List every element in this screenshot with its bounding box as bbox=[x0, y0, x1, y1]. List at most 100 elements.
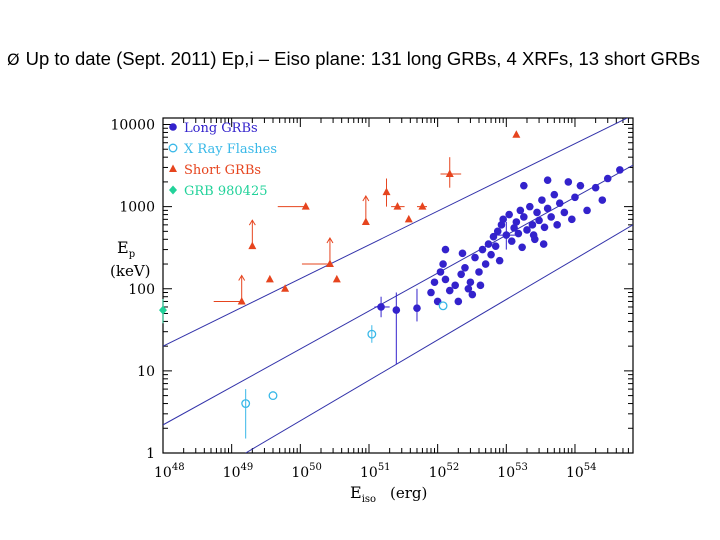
y-tick-label: 10000 bbox=[110, 118, 155, 134]
long-point bbox=[502, 231, 511, 239]
xrf-point bbox=[268, 391, 278, 401]
long-point bbox=[481, 260, 490, 268]
long-point bbox=[475, 268, 483, 276]
long-point bbox=[576, 181, 585, 190]
long-point bbox=[458, 249, 467, 258]
y-axis-unit: (keV) bbox=[110, 262, 151, 280]
x-tick-label: 1051 bbox=[360, 462, 391, 481]
xrf-point bbox=[367, 329, 377, 339]
legend-label-xrf: X Ray Flashes bbox=[184, 142, 277, 157]
x-tick-label: 1048 bbox=[154, 462, 185, 481]
short-point bbox=[445, 169, 454, 177]
short-point bbox=[248, 241, 257, 250]
long-point bbox=[553, 221, 561, 229]
long-point bbox=[523, 226, 531, 234]
long-point bbox=[476, 281, 485, 290]
long-point bbox=[487, 250, 495, 259]
axis-labels: 1048 1049 1050 1051 1052 1053 1054 1 10 100 1000 10… bbox=[110, 118, 597, 505]
long-point bbox=[499, 215, 507, 224]
x-tick-label: 1050 bbox=[291, 462, 322, 481]
long-point bbox=[454, 297, 463, 306]
long-point bbox=[564, 178, 573, 186]
long-point bbox=[512, 218, 521, 226]
short-point bbox=[237, 296, 246, 305]
long-point bbox=[377, 303, 385, 311]
x-tick-label: 1049 bbox=[223, 462, 254, 481]
short-point bbox=[325, 259, 334, 268]
x-axis-unit: (erg) bbox=[390, 484, 427, 502]
long-point bbox=[603, 174, 612, 183]
long-point bbox=[489, 232, 498, 241]
long-point bbox=[491, 242, 500, 250]
long-point bbox=[413, 304, 421, 312]
long-point bbox=[441, 275, 450, 284]
y-axis-label: Ep bbox=[117, 238, 135, 260]
long-point bbox=[539, 240, 548, 248]
data-points bbox=[159, 130, 624, 439]
long-point bbox=[540, 223, 549, 232]
fit-lines bbox=[163, 118, 633, 453]
legend-marker-xrf bbox=[168, 143, 178, 153]
long-point bbox=[528, 221, 537, 229]
long-point bbox=[543, 176, 552, 184]
short-limit-arrow bbox=[248, 219, 256, 226]
long-point bbox=[457, 270, 465, 279]
long-point bbox=[535, 216, 543, 225]
short-limit-arrow bbox=[238, 274, 246, 281]
xrf-point bbox=[438, 301, 448, 311]
y-tick-label: 1 bbox=[146, 446, 155, 462]
plot-frame bbox=[162, 117, 634, 454]
short-point bbox=[404, 214, 413, 223]
short-point bbox=[361, 217, 370, 225]
short-point bbox=[382, 187, 391, 196]
y-tick-label: 100 bbox=[128, 282, 155, 298]
long-point bbox=[529, 231, 538, 239]
legend-marker-long bbox=[169, 123, 177, 131]
long-point bbox=[478, 245, 487, 254]
long-point bbox=[464, 284, 473, 293]
long-point bbox=[505, 210, 513, 219]
long-point bbox=[598, 196, 607, 204]
legend-label-grb980425: GRB 980425 bbox=[184, 184, 267, 199]
axis-ticks bbox=[162, 118, 634, 454]
short-point bbox=[301, 202, 310, 210]
long-point bbox=[550, 190, 559, 199]
long-point bbox=[451, 281, 459, 290]
grb980425-point bbox=[159, 305, 167, 315]
long-point bbox=[441, 245, 450, 254]
slide-heading: Up to date (Sept. 2011) Ep,i – Eiso plan… bbox=[25, 48, 700, 69]
long-point bbox=[468, 290, 477, 299]
long-point bbox=[392, 306, 401, 314]
legend-marker-grb980425 bbox=[169, 185, 177, 195]
long-point bbox=[461, 263, 469, 272]
legend-label-long: Long GRBs bbox=[184, 121, 258, 136]
long-point bbox=[547, 213, 555, 221]
long-point bbox=[439, 260, 447, 268]
short-point bbox=[393, 202, 402, 210]
long-point bbox=[484, 240, 493, 248]
x-axis-label: Eiso bbox=[350, 483, 376, 505]
long-point bbox=[555, 199, 564, 208]
long-point bbox=[466, 278, 475, 287]
long-point bbox=[533, 208, 541, 217]
legend-label-short: Short GRBs bbox=[184, 163, 261, 178]
long-point bbox=[445, 286, 454, 295]
long-point bbox=[560, 208, 569, 217]
long-point bbox=[571, 193, 579, 202]
x-tick-label: 1053 bbox=[497, 462, 528, 481]
long-point bbox=[507, 237, 516, 245]
long-point bbox=[520, 213, 528, 221]
legend: Long GRBs X Ray Flashes Short GRBs GRB 9804… bbox=[168, 121, 277, 199]
y-tick-label: 1000 bbox=[119, 200, 155, 216]
long-point bbox=[543, 204, 552, 213]
long-point bbox=[526, 202, 534, 211]
short-limit-arrow bbox=[326, 237, 334, 244]
long-point bbox=[510, 224, 518, 232]
short-limit-arrow bbox=[362, 195, 370, 202]
short-point bbox=[418, 202, 427, 210]
long-point bbox=[436, 268, 445, 276]
long-point bbox=[516, 206, 525, 215]
fit-line bbox=[163, 164, 633, 426]
long-point bbox=[514, 229, 523, 238]
